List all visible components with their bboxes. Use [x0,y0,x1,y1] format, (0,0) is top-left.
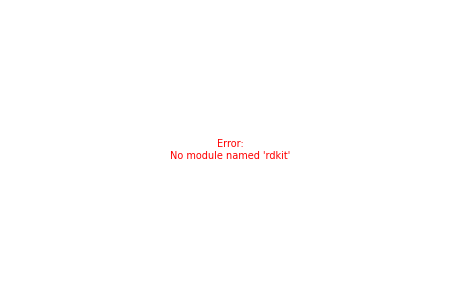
Text: Error:
No module named 'rdkit': Error: No module named 'rdkit' [169,139,290,161]
